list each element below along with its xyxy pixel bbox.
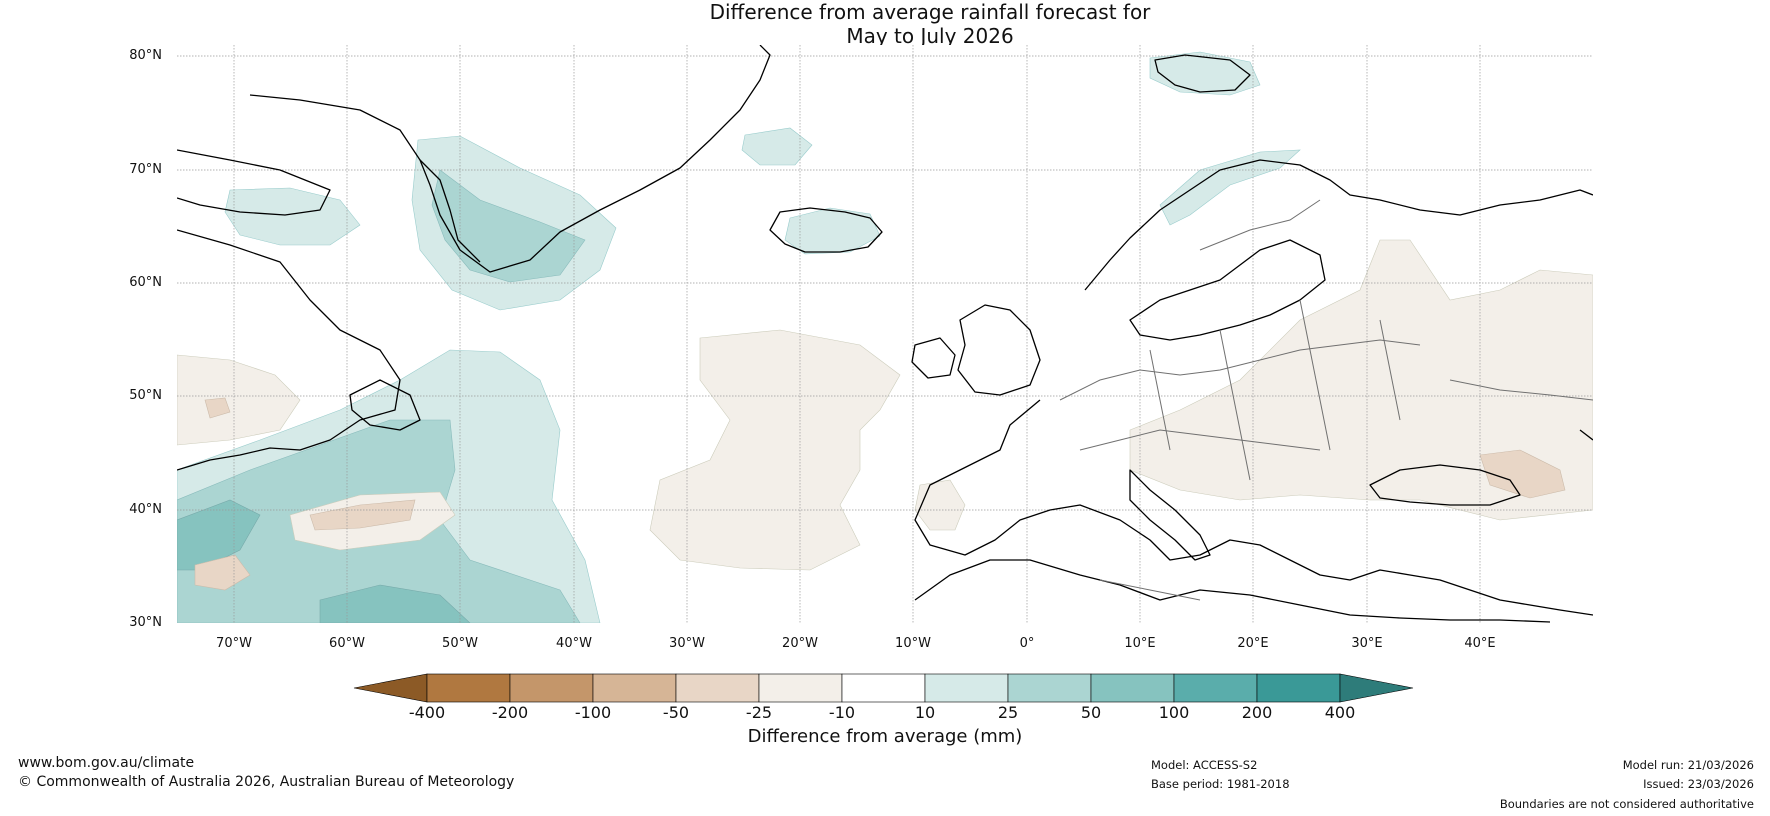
region-atlantic-sw-dry — [194, 554, 251, 591]
colorbar-tick-label: -10 — [828, 703, 856, 722]
colorbar-tick-label: 100 — [1158, 703, 1190, 722]
footer-model: Model: ACCESS-S2 — [1151, 758, 1258, 772]
coast-baltic — [1129, 239, 1326, 341]
footer-model-run: Model run: 21/03/2026 — [1622, 758, 1754, 772]
lat-label-50n: 50°N — [129, 388, 162, 403]
region-atlantic-sw-wet — [319, 584, 471, 623]
map-title: Difference from average rainfall forecas… — [0, 0, 1770, 48]
colorbar-tick-label: -50 — [662, 703, 690, 722]
lon-label-10e: 10°E — [1124, 636, 1156, 651]
colorbar-box — [1173, 673, 1258, 703]
footer-base-period: Base period: 1981-2018 — [1151, 777, 1290, 791]
colorbar-box — [758, 673, 843, 703]
colorbar-tick-label: 10 — [914, 703, 936, 722]
colorbar-tick-label: -400 — [408, 703, 446, 722]
colorbar-box — [675, 673, 760, 703]
lat-label-70n: 70°N — [129, 162, 162, 177]
colorbar-box — [841, 673, 926, 703]
coast-caspian — [1579, 429, 1593, 441]
coast-labrador — [177, 229, 401, 471]
lat-label-40n: 40°N — [129, 502, 162, 517]
region-greenland-northeast-wet — [741, 127, 813, 166]
colorbar-tick-label: 25 — [997, 703, 1019, 722]
colorbar-box — [1256, 673, 1341, 703]
title-line-2: May to July 2026 — [846, 24, 1014, 48]
coast-baffin — [177, 149, 331, 216]
lon-label-60w: 60°W — [329, 636, 365, 651]
colorbar-tick-label: 400 — [1324, 703, 1356, 722]
coast-svalbard — [1154, 54, 1251, 93]
coast-black-sea — [1369, 464, 1521, 506]
colorbar-tick-label: -25 — [745, 703, 773, 722]
colorbar-box — [509, 673, 594, 703]
colorbar-title: Difference from average (mm) — [747, 726, 1023, 747]
colorbar-extend-high — [1339, 673, 1414, 703]
colorbar-box — [924, 673, 1009, 703]
lon-label-50w: 50°W — [442, 636, 478, 651]
region-eastern-europe-dry — [1129, 239, 1593, 521]
coast-africa — [914, 559, 1551, 623]
coast-greenland-west — [419, 159, 481, 263]
colorbar-box — [592, 673, 677, 703]
lon-label-20w: 20°W — [782, 636, 818, 651]
footer-website[interactable]: www.bom.gov.au/climate — [18, 755, 195, 771]
coast-ireland — [911, 337, 956, 379]
region-canada-dry — [177, 354, 301, 446]
colorbar-box — [1090, 673, 1175, 703]
region-svalbard-wet — [1149, 51, 1261, 96]
region-black-sea-dry — [1479, 449, 1566, 499]
lon-label-70w: 70°W — [216, 636, 252, 651]
lat-label-80n: 80°N — [129, 48, 162, 63]
coast-europe-west — [914, 399, 1593, 616]
coast-british-isles — [957, 304, 1041, 396]
lon-label-10w: 10°W — [895, 636, 931, 651]
footer-issued: Issued: 23/03/2026 — [1643, 777, 1754, 791]
title-line-1: Difference from average rainfall forecas… — [709, 0, 1151, 24]
coastlines — [177, 45, 1593, 623]
coast-greenland — [249, 45, 771, 273]
lon-label-0: 0° — [1019, 636, 1035, 651]
graticule — [177, 45, 1593, 623]
country-borders — [1059, 199, 1593, 601]
map-area — [177, 45, 1593, 623]
region-greenland-east-wet — [431, 169, 586, 283]
lon-label-30w: 30°W — [669, 636, 705, 651]
colorbar-tick-label: 200 — [1241, 703, 1273, 722]
footer-disclaimer: Boundaries are not considered authoritat… — [1499, 797, 1754, 811]
lat-label-60n: 60°N — [129, 275, 162, 290]
colorbar-box — [1007, 673, 1092, 703]
lon-label-20e: 20°E — [1237, 636, 1269, 651]
colorbar-tick-label: -100 — [574, 703, 612, 722]
colorbar-tick-label: 50 — [1080, 703, 1102, 722]
lon-label-40w: 40°W — [556, 636, 592, 651]
coast-italy — [1129, 469, 1211, 561]
region-canada-dry-core — [204, 397, 231, 419]
coast-newfoundland — [349, 379, 421, 431]
coast-iceland — [769, 207, 883, 253]
lat-label-30n: 30°N — [129, 615, 162, 630]
region-atlantic-dry-core — [309, 499, 416, 531]
colorbar-extend-low — [353, 673, 428, 703]
lon-label-40e: 40°E — [1464, 636, 1496, 651]
colorbar-tick-label: -200 — [491, 703, 529, 722]
region-baffin-wet — [224, 187, 361, 246]
region-iceland-wet — [784, 207, 881, 255]
colorbar-box — [426, 673, 511, 703]
region-atlantic-w-wet — [177, 499, 261, 571]
lon-label-30e: 30°E — [1351, 636, 1383, 651]
colorbar — [353, 673, 1414, 703]
coast-scandinavia — [1084, 159, 1593, 291]
region-norway-wet — [1159, 149, 1301, 226]
footer-copyright: © Commonwealth of Australia 2026, Austra… — [18, 774, 515, 790]
